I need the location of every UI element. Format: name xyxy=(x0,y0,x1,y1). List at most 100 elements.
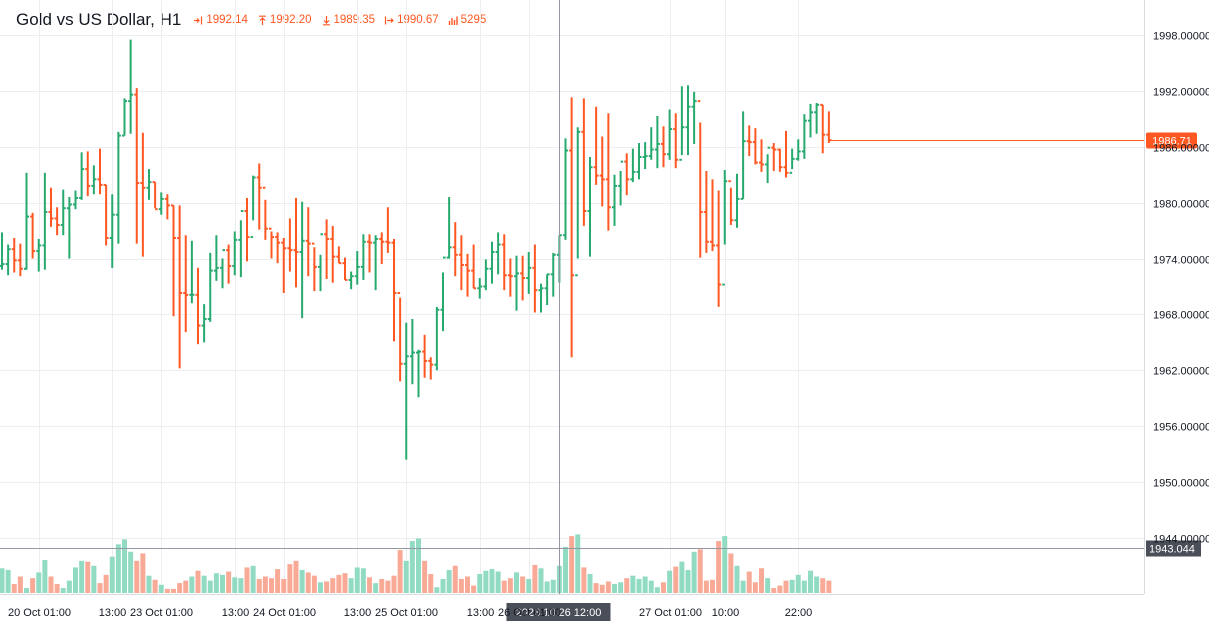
ohlc-bar xyxy=(752,128,758,165)
volume-bar xyxy=(311,575,317,593)
ohlc-bar xyxy=(801,114,807,159)
ohlc-bar xyxy=(238,210,244,278)
volume-bar xyxy=(458,578,464,593)
volume-bar xyxy=(483,570,489,593)
ohlc-bar xyxy=(287,218,293,272)
x-tick-label: 22:00 xyxy=(785,607,813,619)
volume-bar xyxy=(422,560,428,593)
ohlc-bar xyxy=(201,304,207,343)
high-value: 1992.20 xyxy=(257,14,312,26)
ohlc-bar xyxy=(17,243,23,277)
ohlc-bar xyxy=(771,143,777,171)
volume-bar xyxy=(808,570,813,593)
volume-bar xyxy=(54,583,60,593)
volume-bar xyxy=(826,580,832,593)
volume-bar xyxy=(195,570,201,593)
low-value: 1989.35 xyxy=(321,14,375,26)
volume-bar xyxy=(777,585,783,593)
volume-bar xyxy=(269,578,274,593)
volume-bar xyxy=(201,575,207,593)
ohlc-bar xyxy=(624,153,630,196)
current-price-label: 1986.71 xyxy=(1152,136,1192,148)
ohlc-bar xyxy=(250,175,256,239)
ohlc-bar xyxy=(777,148,783,172)
volume-bar xyxy=(115,544,121,593)
ohlc-bar xyxy=(550,252,556,297)
ohlc-bar xyxy=(226,244,232,284)
y-tick-label: 1944.00000 xyxy=(1153,534,1209,546)
volume-bar xyxy=(434,587,440,593)
ohlc-bar xyxy=(318,233,323,292)
symbol-title[interactable]: Gold vs US Dollar, H1 xyxy=(16,10,182,29)
open-value: 1992.14 xyxy=(193,14,248,26)
ohlc-bar xyxy=(434,306,440,371)
volume-bar xyxy=(287,564,293,593)
volume-bar xyxy=(783,580,789,593)
volume-bar xyxy=(189,576,195,593)
ohlc-bar xyxy=(367,234,372,273)
volume-bar xyxy=(79,560,85,593)
volume-bar xyxy=(373,583,379,593)
ohlc-bar xyxy=(207,252,213,322)
volume-bar xyxy=(716,541,722,593)
ohlc-bar xyxy=(262,186,268,240)
ohlc-bar xyxy=(348,271,354,290)
volume-bar xyxy=(281,578,287,593)
ohlc-bar xyxy=(581,98,587,226)
volume-bar xyxy=(697,549,703,593)
volume-bar xyxy=(360,568,366,593)
low-icon xyxy=(321,15,332,26)
ohlc-bar xyxy=(73,190,78,210)
x-tick-label: 13:00 xyxy=(467,607,495,619)
volume-bar xyxy=(814,576,820,593)
volume-bar xyxy=(30,578,36,593)
ohlc-bar xyxy=(795,139,801,161)
volume-bar xyxy=(624,578,630,593)
ohlc-bar xyxy=(171,204,176,317)
ohlc-bar xyxy=(360,234,366,280)
y-tick-label: 1962.00000 xyxy=(1153,366,1209,378)
open-value-text: 1992.14 xyxy=(206,14,248,26)
ohlc-bar xyxy=(42,172,48,270)
volume-bar xyxy=(213,573,219,593)
ohlc-bar xyxy=(195,267,201,345)
ohlc-bar xyxy=(403,322,409,460)
ohlc-bar xyxy=(134,88,140,244)
volume-bar xyxy=(532,564,538,593)
volume-bar xyxy=(477,574,483,593)
ohlc-bar xyxy=(452,222,458,277)
ohlc-bar xyxy=(446,197,452,259)
volume-bar xyxy=(318,582,323,593)
ohlc-bar xyxy=(305,207,311,277)
volume-bar xyxy=(226,571,232,593)
volume-bar xyxy=(710,579,715,593)
ohlc-bar xyxy=(593,106,599,185)
volume-bar xyxy=(91,565,97,593)
ohlc-bar xyxy=(458,235,464,291)
ohlc-bar xyxy=(140,132,146,257)
volume-bar xyxy=(305,572,311,593)
ohlc-bar xyxy=(128,39,134,134)
ohlc-bar xyxy=(281,238,287,293)
ohlc-bar xyxy=(422,334,428,378)
ohlc-bar xyxy=(54,207,60,236)
volume-bar xyxy=(293,560,299,593)
ohlc-bar xyxy=(820,103,826,154)
volume-bar xyxy=(342,573,348,593)
ohlc-bar xyxy=(311,242,317,292)
volume-bar xyxy=(48,576,54,593)
ohlc-bar xyxy=(679,86,685,161)
ohlc-bar xyxy=(152,181,158,211)
high-icon xyxy=(257,15,268,26)
volume-bar xyxy=(569,536,575,593)
ohlc-bar xyxy=(5,244,11,276)
volume-bar xyxy=(403,560,409,593)
ohlc-bar xyxy=(391,238,397,342)
y-tick-label: 1980.00000 xyxy=(1153,199,1209,211)
volume-bar xyxy=(563,546,568,593)
close-value-text: 1990.67 xyxy=(397,14,439,26)
volume-bar xyxy=(679,561,685,593)
ohlc-bar xyxy=(183,235,189,333)
